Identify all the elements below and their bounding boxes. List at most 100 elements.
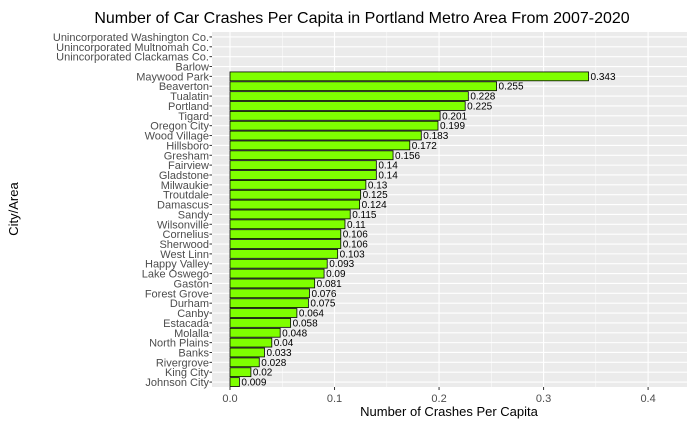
category-label: Wilsonville	[157, 219, 209, 231]
data-label: 0.093	[329, 259, 354, 270]
data-label: 0.115	[352, 210, 377, 221]
category-label: Unincorporated Washington Co.	[53, 32, 209, 44]
data-label: 0.14	[378, 161, 398, 172]
bar	[229, 180, 367, 190]
x-tick-label: 0.1	[327, 393, 342, 405]
category-label: Unincorporated Multnomah Co.	[56, 42, 209, 54]
category-label: West Linn	[160, 249, 209, 261]
category-label: Gladstone	[159, 170, 209, 182]
data-label: 0.225	[467, 101, 492, 112]
category-label: Happy Valley	[145, 259, 209, 271]
category-label: Gresham	[164, 150, 209, 162]
category-label: Durham	[170, 298, 209, 310]
category-label: Wood Village	[145, 131, 209, 143]
data-label: 0.199	[440, 121, 465, 132]
data-label: 0.058	[293, 318, 318, 329]
bar	[229, 101, 466, 111]
x-tick-label: 0.2	[431, 393, 446, 405]
bar	[229, 91, 469, 101]
category-label: Damascus	[157, 200, 209, 212]
category-label: King City	[165, 367, 210, 379]
data-label: 0.103	[340, 249, 365, 260]
data-label: 0.228	[470, 92, 495, 103]
data-label: 0.125	[363, 190, 388, 201]
bar	[229, 357, 260, 368]
data-label: 0.255	[499, 82, 524, 93]
x-axis-title: Number of Crashes Per Capita	[360, 404, 539, 419]
category-label: Milwaukie	[161, 180, 209, 192]
category-label: Hillsboro	[166, 140, 209, 152]
bar	[229, 110, 441, 121]
data-label: 0.081	[317, 279, 342, 290]
bar	[229, 140, 411, 151]
chart-title: Number of Car Crashes Per Capita in Port…	[94, 10, 629, 27]
bar	[229, 308, 298, 318]
bar	[229, 229, 342, 239]
bar	[229, 268, 325, 279]
category-label: Johnson City	[145, 377, 209, 389]
category-label: Estacada	[163, 318, 210, 330]
data-label: 0.156	[395, 151, 420, 162]
bar	[229, 377, 240, 387]
category-label: Unincorporated Clackamas Co.	[56, 52, 209, 64]
category-label: Rivergrove	[156, 357, 209, 369]
category-label: Tualatin	[170, 91, 209, 103]
category-label: Oregon City	[150, 121, 209, 133]
category-label: North Plains	[149, 338, 209, 350]
data-label: 0.064	[299, 309, 324, 320]
data-label: 0.033	[266, 348, 291, 359]
data-label: 0.009	[241, 378, 266, 389]
bar	[229, 209, 351, 220]
data-label: 0.106	[343, 240, 368, 251]
data-label: 0.124	[362, 200, 387, 211]
data-label: 0.09	[326, 269, 346, 280]
bar	[229, 318, 292, 328]
bar	[229, 120, 439, 131]
category-label: Canby	[177, 308, 209, 320]
bar	[229, 81, 497, 92]
data-label: 0.183	[423, 131, 448, 142]
category-label: Forest Grove	[145, 288, 209, 300]
data-label: 0.106	[343, 230, 368, 241]
x-axis: 0.0 0.1 0.2 0.3 0.4	[222, 387, 656, 405]
bar	[229, 327, 281, 338]
data-label: 0.02	[253, 368, 273, 379]
data-label: 0.13	[368, 180, 388, 191]
bar	[229, 199, 361, 210]
data-label: 0.075	[310, 299, 335, 310]
x-tick-label: 0.0	[222, 393, 237, 405]
bar	[229, 170, 377, 180]
bar	[229, 189, 362, 200]
bar	[229, 298, 309, 309]
data-label: 0.201	[442, 111, 467, 122]
gridlines	[212, 32, 687, 387]
bar	[229, 130, 422, 141]
x-tick-label: 0.4	[640, 393, 655, 405]
category-label: Portland	[168, 101, 209, 113]
category-label: Maywood Park	[136, 71, 209, 83]
data-label: 0.048	[282, 328, 307, 339]
category-label: Gaston	[174, 278, 209, 290]
bar	[229, 278, 316, 289]
bar	[229, 288, 310, 299]
category-label: Barlow	[175, 62, 209, 74]
bars	[229, 71, 589, 387]
category-label: Molalla	[174, 328, 210, 340]
category-label: Tigard	[178, 111, 209, 123]
x-tick-label: 0.3	[536, 393, 551, 405]
bar	[229, 219, 346, 230]
bar	[229, 337, 273, 348]
bar	[229, 71, 589, 82]
bar	[229, 150, 394, 161]
data-label: 0.04	[274, 338, 294, 349]
y-axis-title: City/Area	[6, 182, 21, 236]
category-label: Beaverton	[159, 81, 209, 93]
data-labels: 0.343 0.255 0.2280.2250.2010.1990.1830.172…	[241, 72, 616, 389]
category-label: Cornelius	[163, 229, 210, 241]
category-label: Fairview	[168, 160, 209, 172]
bar	[229, 347, 265, 358]
bar	[229, 367, 252, 378]
category-label: Banks	[178, 347, 209, 359]
data-label: 0.076	[311, 289, 336, 300]
